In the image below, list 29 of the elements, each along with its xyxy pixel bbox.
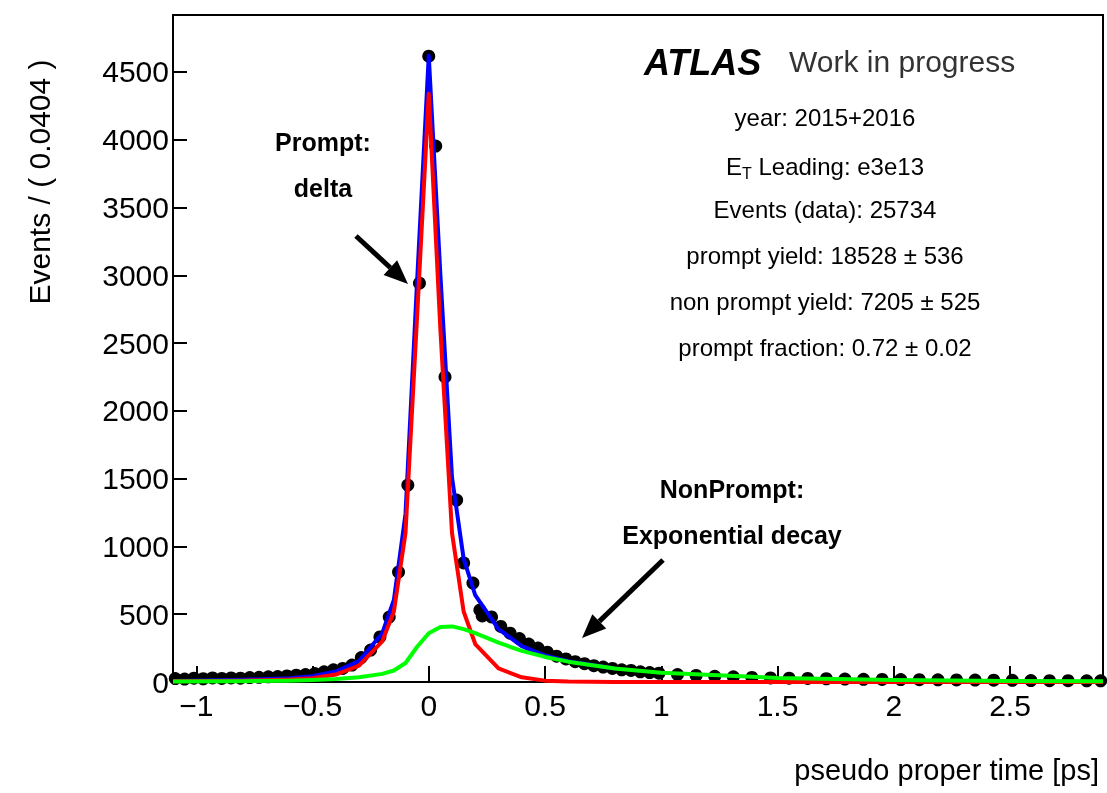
x-tick-label: 0.5	[524, 688, 566, 722]
x-tick-label: 1	[652, 688, 670, 722]
y-tick-label: 3500	[102, 191, 169, 225]
y-axis-title: Events / ( 0.0404 )	[22, 59, 56, 305]
annotation: Events (data): 25734	[713, 195, 937, 223]
annotation: year: 2015+2016	[734, 103, 916, 131]
y-tick-label: 1500	[102, 462, 169, 496]
x-tick-label: −1	[179, 688, 214, 722]
y-tick-label: 0	[152, 665, 169, 699]
annotation: prompt yield: 18528 ± 536	[686, 241, 964, 269]
annotation: NonPrompt: Exponential decay	[622, 475, 842, 549]
x-axis-title: pseudo proper time [ps]	[794, 753, 1099, 786]
text: Work in progress	[789, 44, 1016, 78]
annotation: Prompt: delta	[275, 128, 371, 202]
text: ATLAS	[643, 41, 762, 83]
x-tick-label: −0.5	[282, 688, 343, 722]
y-tick-label: 2000	[102, 394, 169, 428]
y-tick-label: 4500	[102, 55, 169, 89]
x-tick-label: 2.5	[989, 688, 1031, 722]
y-tick-label: 500	[118, 597, 169, 631]
y-tick-label: 3000	[102, 258, 169, 292]
annotation: prompt fraction: 0.72 ± 0.02	[678, 333, 972, 361]
x-tick-label: 2	[885, 688, 903, 722]
annotation: non prompt yield: 7205 ± 525	[669, 287, 981, 315]
x-tick-label: 1.5	[756, 688, 799, 722]
y-tick-label: 2500	[102, 326, 169, 360]
x-tick-label: 0	[420, 688, 438, 722]
y-tick-label: 4000	[102, 123, 169, 157]
y-tick-label: 1000	[102, 529, 169, 563]
